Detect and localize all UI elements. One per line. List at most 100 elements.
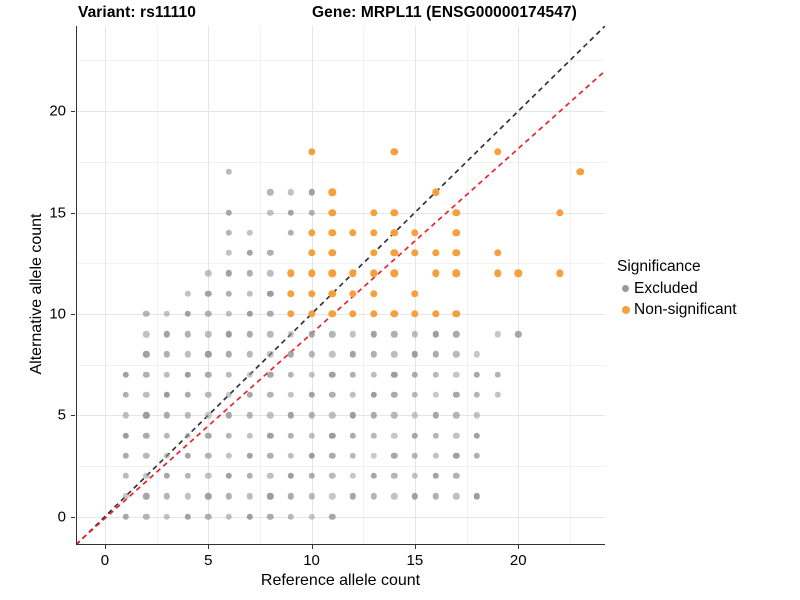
- scatter-point: [246, 249, 253, 257]
- scatter-point: [267, 189, 274, 196]
- scatter-point: [493, 269, 502, 278]
- gridline-y-major: [76, 111, 605, 113]
- scatter-point: [246, 290, 253, 297]
- x-axis-line: [76, 544, 605, 546]
- scatter-point: [246, 270, 253, 277]
- x-axis-tick-label: 15: [406, 552, 424, 569]
- scatter-point: [184, 432, 191, 439]
- scatter-point: [163, 351, 171, 358]
- gridline-y-major: [76, 415, 605, 417]
- scatter-point: [349, 493, 357, 500]
- scatter-point: [246, 351, 253, 358]
- y-axis-tick-label: 20: [49, 102, 66, 120]
- scatter-point: [122, 371, 129, 378]
- scatter-point: [287, 472, 295, 480]
- y-axis-tick: [71, 313, 75, 316]
- y-axis-tick: [71, 516, 75, 518]
- legend-key-icon: [617, 285, 634, 292]
- scatter-point: [267, 493, 274, 500]
- scatter-point: [473, 432, 481, 439]
- y-axis-tick: [71, 212, 75, 214]
- scatter-point: [494, 371, 501, 378]
- gridline-x-major: [208, 26, 210, 545]
- scatter-point: [184, 371, 191, 378]
- legend-item-label: Non-significant: [634, 300, 737, 318]
- scatter-point: [349, 289, 357, 298]
- scatter-point: [246, 432, 253, 439]
- reference-lines: [76, 26, 605, 545]
- x-axis-tick-label: 10: [303, 552, 320, 569]
- legend-item-label: Excluded: [634, 279, 698, 297]
- y-axis-tick-label: 5: [57, 406, 66, 424]
- scatter-point: [163, 452, 171, 459]
- scatter-point: [370, 330, 377, 338]
- scatter-point: [329, 351, 336, 358]
- scatter-point: [143, 371, 150, 378]
- legend-items: Excluded Non-significant: [617, 278, 797, 320]
- scatter-point: [390, 147, 398, 156]
- gridline-x-minor: [259, 26, 261, 545]
- y-axis-tick: [71, 415, 75, 417]
- scatter-point: [246, 330, 253, 338]
- scatter-point: [391, 330, 398, 338]
- scatter-point: [225, 168, 233, 176]
- scatter-point: [246, 452, 253, 459]
- scatter-point: [370, 371, 377, 378]
- scatter-point: [163, 391, 171, 399]
- scatter-point: [267, 391, 274, 399]
- gridline-x-major: [414, 26, 416, 545]
- scatter-point: [287, 391, 295, 399]
- x-axis-tick: [311, 545, 313, 549]
- gridline-y-minor: [76, 161, 605, 163]
- scatter-point: [349, 452, 357, 459]
- reference-line-identity: [76, 26, 605, 545]
- scatter-point: [287, 493, 295, 500]
- scatter-point: [453, 351, 460, 358]
- scatter-point: [370, 493, 377, 500]
- scatter-point: [267, 432, 274, 439]
- x-axis-tick: [518, 545, 520, 549]
- legend-item-excluded[interactable]: Excluded: [617, 278, 797, 299]
- scatter-point: [390, 269, 398, 278]
- scatter-point: [473, 452, 481, 459]
- scatter-point: [432, 391, 439, 399]
- scatter-point: [329, 391, 336, 399]
- scatter-point: [184, 330, 191, 338]
- x-axis-tick: [104, 545, 107, 549]
- scatter-point: [329, 432, 336, 439]
- gridline-y-minor: [76, 465, 605, 467]
- scatter-point: [391, 493, 398, 500]
- legend: Significance Excluded Non-significant: [617, 258, 797, 320]
- legend-title: Significance: [617, 258, 701, 275]
- scatter-point: [246, 229, 253, 236]
- scatter-point: [267, 249, 274, 257]
- scatter-point: [225, 371, 233, 378]
- scatter-point: [349, 269, 357, 278]
- scatter-point: [287, 289, 295, 298]
- scatter-point: [576, 168, 584, 176]
- scatter-point: [225, 330, 233, 338]
- scatter-point: [452, 249, 460, 257]
- scatter-point: [431, 269, 440, 278]
- scatter-point: [329, 493, 336, 500]
- legend-item-non-significant[interactable]: Non-significant: [617, 299, 797, 320]
- scatter-point: [453, 371, 460, 378]
- scatter-point: [287, 371, 295, 378]
- legend-key-icon: [617, 305, 634, 314]
- scatter-point: [225, 493, 233, 500]
- scatter-point: [246, 371, 253, 378]
- scatter-point: [453, 493, 460, 500]
- scatter-point: [122, 391, 129, 399]
- scatter-point: [143, 391, 150, 399]
- scatter-point: [329, 452, 336, 459]
- gridline-y-major: [76, 212, 605, 214]
- scatter-point: [453, 330, 460, 338]
- scatter-point: [349, 391, 357, 399]
- scatter-point: [143, 452, 150, 459]
- x-axis-tick-label: 5: [204, 552, 213, 569]
- scatter-point: [391, 472, 398, 480]
- scatter-point: [122, 452, 129, 459]
- gridline-y-minor: [76, 60, 605, 62]
- scatter-point: [328, 269, 336, 278]
- scatter-point: [453, 432, 460, 439]
